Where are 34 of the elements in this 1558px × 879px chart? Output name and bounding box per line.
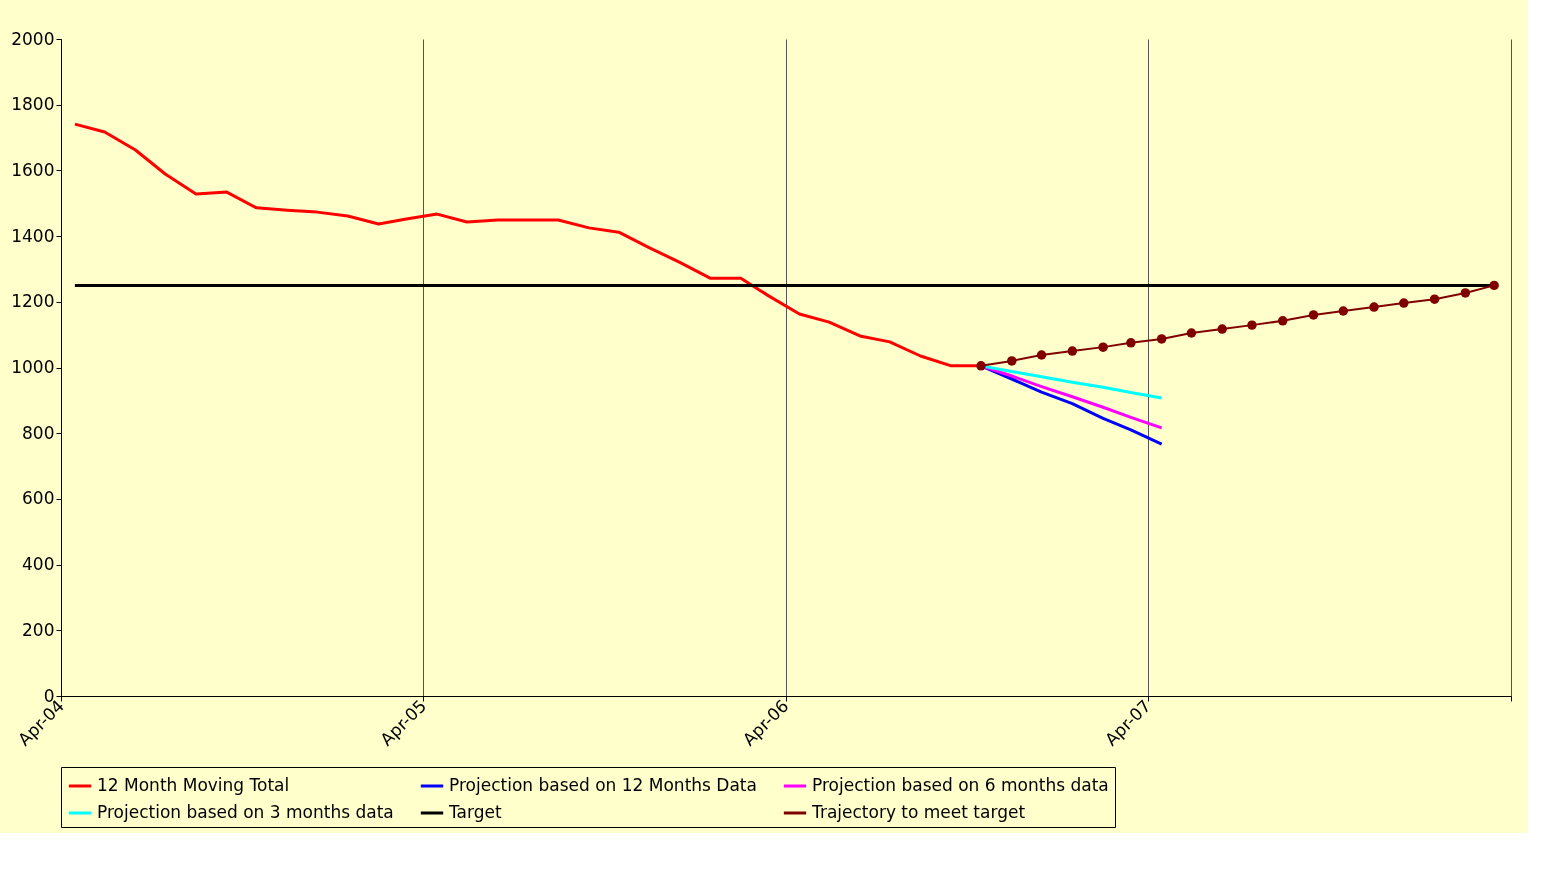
y-tick-label: 1800 (11, 94, 55, 115)
point (1460, 288, 1471, 298)
point (1156, 334, 1167, 344)
point (1247, 320, 1257, 330)
point (1277, 316, 1288, 326)
y-tick-label: 1400 (11, 225, 55, 246)
y-tick-label: 600 (22, 488, 55, 509)
legend-label: Target (448, 802, 502, 822)
point (1007, 356, 1017, 366)
y-tick-label: 1200 (11, 291, 55, 312)
y-tick-label: 2000 (11, 28, 55, 49)
point (1098, 342, 1108, 352)
point (1369, 302, 1379, 312)
legend-label: Projection based on 6 months data (812, 775, 1109, 795)
legend-label: 12 Month Moving Total (97, 775, 290, 795)
y-tick-label: 800 (22, 422, 55, 443)
legend-label: Projection based on 3 months data (97, 802, 394, 822)
point (1489, 280, 1499, 291)
point (1067, 346, 1078, 356)
point (1126, 338, 1136, 348)
point (1186, 328, 1197, 338)
point (1399, 298, 1409, 308)
y-tick-label: 1000 (11, 357, 55, 377)
point (976, 361, 986, 371)
legend-label: Projection based on 12 Months Data (449, 775, 757, 795)
point (1429, 294, 1440, 304)
point (1036, 350, 1047, 360)
legend-label: Trajectory to meet target (811, 802, 1026, 822)
y-tick-label: 400 (22, 554, 55, 575)
y-tick-label: 1600 (11, 159, 55, 180)
point (1338, 306, 1349, 316)
point (1308, 310, 1319, 320)
y-tick-label: 200 (22, 619, 55, 640)
point (1217, 324, 1227, 334)
